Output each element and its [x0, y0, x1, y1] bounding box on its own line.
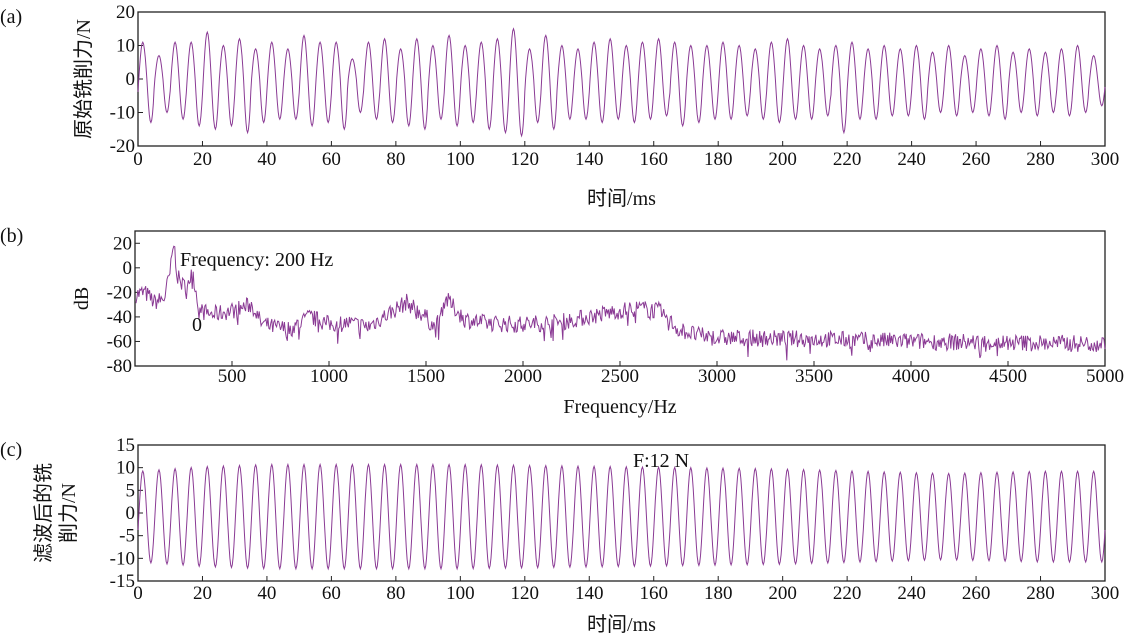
- x-tick-label: 500: [218, 366, 247, 387]
- x-tick-label: 40: [257, 583, 276, 604]
- x-axis-label: Frequency/Hz: [563, 396, 676, 418]
- x-tick-label: 120: [511, 583, 540, 604]
- annotation-force: F:12 N: [633, 450, 689, 472]
- y-axis-label: dB: [71, 287, 93, 310]
- x-tick-label: 300: [1091, 583, 1120, 604]
- x-tick-label: 280: [1026, 149, 1055, 170]
- x-tick-label: 180: [704, 583, 733, 604]
- x-tick-label: 20: [193, 149, 212, 170]
- y-tick-label: -80: [107, 356, 132, 377]
- x-tick-label: 60: [322, 583, 341, 604]
- y-tick-label: -40: [107, 307, 132, 328]
- x-tick-label: 160: [639, 149, 668, 170]
- series-line: [137, 462, 1106, 571]
- x-tick-label: 220: [833, 149, 862, 170]
- series-line: [135, 245, 1106, 361]
- panel-label: (c): [0, 439, 22, 461]
- y-tick-label: -20: [110, 136, 135, 157]
- x-tick-label: 3000: [698, 366, 736, 387]
- x-tick-label: 240: [897, 149, 926, 170]
- panel-c: (c)0 20 40 60 80 100 120 140 160 180 200 220 240 260 2…: [0, 435, 1119, 636]
- x-tick-label: 200: [768, 149, 797, 170]
- y-tick-label: -60: [107, 331, 132, 352]
- x-tick-label: 2500: [601, 366, 639, 387]
- x-tick-label: 60: [322, 149, 341, 170]
- y-tick-label: -10: [110, 548, 135, 569]
- x-tick-label: 40: [257, 149, 276, 170]
- y-axis-label: 滤波后的铣: [32, 463, 55, 563]
- y-tick-label: -10: [110, 103, 135, 124]
- y-tick-label: 10: [116, 36, 135, 57]
- y-tick-label: -20: [107, 282, 132, 303]
- y-tick-label: -5: [119, 526, 135, 547]
- y-tick-label: 10: [116, 458, 135, 479]
- y-axis-label: 削力/N: [57, 483, 80, 543]
- x-tick-label: 220: [833, 583, 862, 604]
- panel-b: (b)500 1000 1500 2000 2500 3000 3500 4000 4500 50…: [0, 225, 1124, 418]
- y-tick-label: 5: [126, 480, 136, 501]
- series-line: [137, 27, 1106, 138]
- x-tick-label: 5000: [1086, 366, 1124, 387]
- x-tick-label: 140: [575, 583, 604, 604]
- x-tick-label: 120: [511, 149, 540, 170]
- x-tick-label: 1000: [310, 366, 348, 387]
- x-tick-label: 0: [133, 149, 143, 170]
- x-axis-label: 时间/ms: [587, 613, 656, 636]
- x-axis-label: 时间/ms: [587, 187, 656, 210]
- x-tick-label: 4000: [892, 366, 930, 387]
- x-tick-label: 4500: [989, 366, 1027, 387]
- annotation-frequency: Frequency: 200 Hz: [180, 249, 333, 271]
- annotation-zero: 0: [192, 314, 202, 336]
- x-tick-label: 80: [386, 583, 405, 604]
- x-tick-label: 280: [1026, 583, 1055, 604]
- y-tick-label: -15: [110, 571, 135, 592]
- y-tick-label: 20: [113, 233, 132, 254]
- panel-label: (b): [0, 225, 23, 247]
- plot-frame: [137, 11, 1106, 147]
- x-tick-label: 100: [446, 583, 475, 604]
- x-tick-label: 2000: [504, 366, 542, 387]
- x-tick-label: 3500: [795, 366, 833, 387]
- x-tick-label: 1500: [407, 366, 445, 387]
- panel-a: (a)0 20 40 60 80 100 120 140 160 180 200 220 240 260 2…: [0, 2, 1119, 210]
- panel-label: (a): [0, 6, 22, 28]
- x-tick-label: 80: [386, 149, 405, 170]
- x-tick-label: 100: [446, 149, 475, 170]
- y-axis-label: 原始铣削力/N: [72, 19, 95, 139]
- plot-frame: [137, 444, 1106, 582]
- x-tick-label: 140: [575, 149, 604, 170]
- y-tick-label: 0: [126, 69, 136, 90]
- y-tick-label: 20: [116, 2, 135, 23]
- y-tick-label: 0: [123, 258, 133, 279]
- x-tick-label: 240: [897, 583, 926, 604]
- x-tick-label: 200: [768, 583, 797, 604]
- x-tick-label: 260: [962, 149, 991, 170]
- y-tick-label: 0: [126, 503, 136, 524]
- x-tick-label: 260: [962, 583, 991, 604]
- x-tick-label: 20: [193, 583, 212, 604]
- x-tick-label: 160: [639, 583, 668, 604]
- x-tick-label: 300: [1091, 149, 1120, 170]
- y-tick-label: 15: [116, 435, 135, 456]
- x-tick-label: 180: [704, 149, 733, 170]
- x-tick-label: 0: [133, 583, 143, 604]
